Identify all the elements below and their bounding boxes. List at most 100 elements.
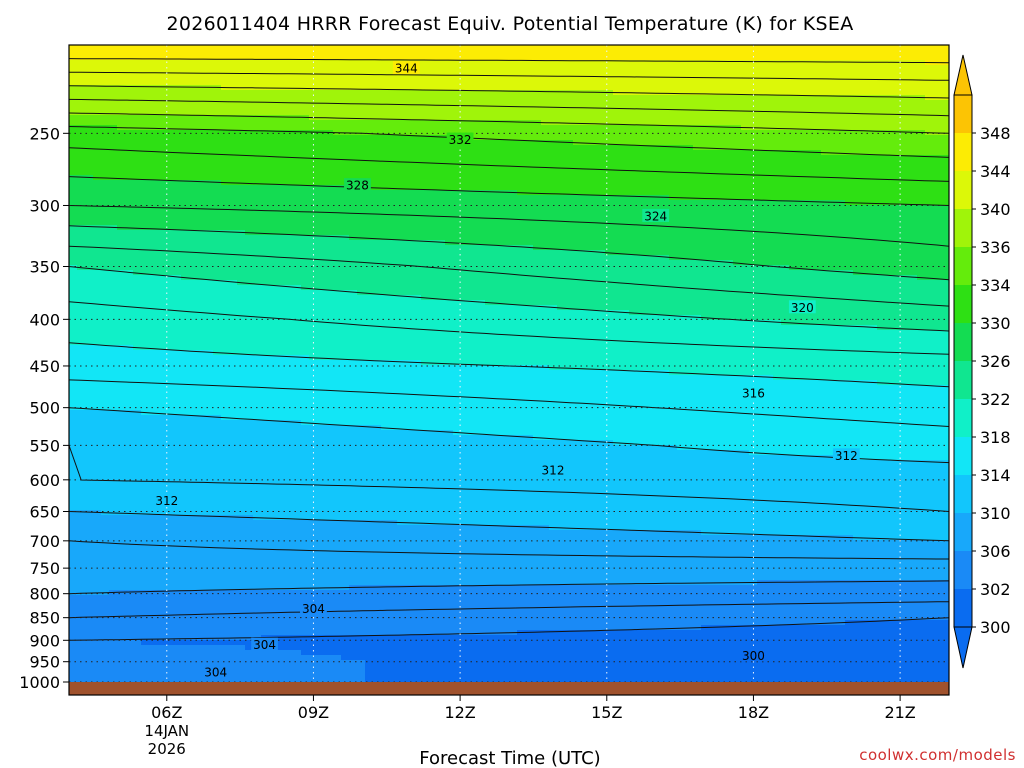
- field-cell: [221, 80, 230, 86]
- field-cell: [333, 340, 342, 346]
- field-cell: [85, 245, 94, 251]
- field-cell: [365, 645, 374, 651]
- field-cell: [253, 175, 262, 181]
- field-cell: [333, 475, 342, 481]
- field-cell: [189, 365, 198, 371]
- field-cell: [341, 545, 350, 551]
- field-cell: [141, 185, 150, 191]
- field-cell: [133, 45, 142, 51]
- field-cell: [93, 200, 102, 206]
- field-cell: [77, 540, 86, 546]
- field-cell: [213, 645, 222, 651]
- field-cell: [85, 355, 94, 361]
- field-cell: [325, 290, 334, 296]
- field-cell: [261, 235, 270, 241]
- field-cell: [325, 505, 334, 511]
- field-cell: [109, 220, 118, 226]
- field-cell: [205, 635, 214, 641]
- field-cell: [205, 405, 214, 411]
- field-cell: [365, 640, 374, 646]
- field-cell: [157, 515, 166, 521]
- field-cell: [165, 375, 174, 381]
- field-cell: [301, 260, 310, 266]
- field-cell: [253, 280, 262, 286]
- field-cell: [85, 240, 94, 246]
- field-cell: [149, 500, 158, 506]
- field-cell: [269, 480, 278, 486]
- field-cell: [293, 505, 302, 511]
- field-cell: [365, 545, 374, 551]
- field-cell: [237, 395, 246, 401]
- field-cell: [149, 165, 158, 171]
- field-cell: [285, 80, 294, 86]
- field-cell: [253, 285, 262, 291]
- field-cell: [261, 560, 270, 566]
- field-cell: [269, 275, 278, 281]
- field-cell: [197, 625, 206, 631]
- field-cell: [285, 180, 294, 186]
- field-cell: [109, 505, 118, 511]
- field-cell: [133, 300, 142, 306]
- field-cell: [141, 215, 150, 221]
- field-cell: [269, 540, 278, 546]
- field-cell: [221, 520, 230, 526]
- field-cell: [293, 490, 302, 496]
- field-cell: [141, 460, 150, 466]
- field-cell: [309, 385, 318, 391]
- field-cell: [197, 445, 206, 451]
- field-cell: [261, 155, 270, 161]
- field-cell: [189, 515, 198, 521]
- field-cell: [189, 590, 198, 596]
- field-cell: [269, 425, 278, 431]
- field-cell: [221, 600, 230, 606]
- field-cell: [245, 640, 254, 646]
- field-cell: [181, 100, 190, 106]
- field-cell: [341, 675, 350, 681]
- field-cell: [165, 355, 174, 361]
- field-cell: [165, 480, 174, 486]
- field-cell: [349, 110, 358, 116]
- field-cell: [125, 640, 134, 646]
- field-cell: [301, 575, 310, 581]
- field-cell: [101, 150, 110, 156]
- field-cell: [125, 500, 134, 506]
- field-cell: [373, 135, 382, 141]
- field-cell: [341, 475, 350, 481]
- field-cell: [93, 610, 102, 616]
- field-cell: [253, 265, 262, 271]
- field-cell: [181, 500, 190, 506]
- field-cell: [261, 265, 270, 271]
- field-cell: [293, 75, 302, 81]
- field-cell: [157, 575, 166, 581]
- field-cell: [133, 495, 142, 501]
- field-cell: [93, 500, 102, 506]
- field-cell: [173, 280, 182, 286]
- field-cell: [293, 310, 302, 316]
- field-cell: [93, 290, 102, 296]
- field-cell: [261, 275, 270, 281]
- field-cell: [253, 590, 262, 596]
- field-cell: [205, 270, 214, 276]
- field-cell: [269, 225, 278, 231]
- field-cell: [117, 195, 126, 201]
- field-cell: [133, 435, 142, 441]
- field-cell: [149, 115, 158, 121]
- field-cell: [133, 360, 142, 366]
- field-cell: [165, 105, 174, 111]
- field-cell: [277, 75, 286, 81]
- field-cell: [285, 475, 294, 481]
- field-cell: [133, 440, 142, 446]
- field-cell: [293, 370, 302, 376]
- field-cell: [173, 145, 182, 151]
- field-cell: [221, 185, 230, 191]
- field-cell: [237, 620, 246, 626]
- field-cell: [85, 165, 94, 171]
- field-cell: [373, 355, 382, 361]
- field-cell: [165, 605, 174, 611]
- field-cell: [85, 80, 94, 86]
- field-cell: [301, 615, 310, 621]
- field-cell: [349, 440, 358, 446]
- field-cell: [285, 380, 294, 386]
- field-cell: [325, 150, 334, 156]
- field-cell: [69, 540, 78, 546]
